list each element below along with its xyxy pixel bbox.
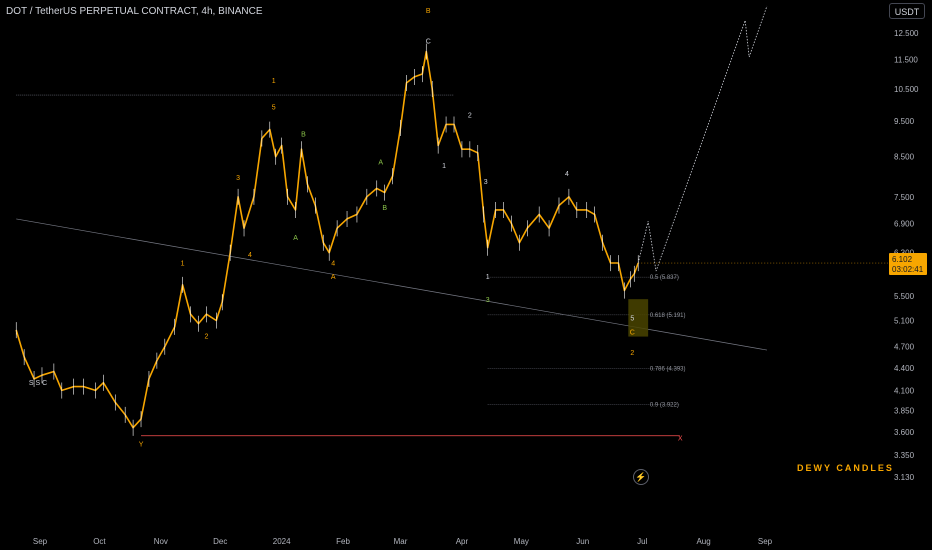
wave-label: 4 bbox=[565, 171, 569, 178]
wave-label: 1 bbox=[181, 261, 185, 268]
wave-label: 5 bbox=[272, 104, 276, 111]
y-tick-label: 3.130 bbox=[894, 473, 915, 482]
fib-levels: 0.5 (5.837) 0.618 (5.191) 0.786 (4.393) 0.9… bbox=[487, 275, 686, 409]
wave-label: C bbox=[630, 330, 635, 337]
fib-label: 0.5 (5.837) bbox=[650, 275, 679, 281]
wave-label: 1 bbox=[272, 78, 276, 85]
x-tick-label: Mar bbox=[394, 537, 408, 546]
x-tick-label: Oct bbox=[93, 537, 106, 546]
countdown-timer: 03:02:41 bbox=[892, 265, 924, 274]
wave-label: 3 bbox=[486, 297, 490, 304]
current-price-badge bbox=[889, 253, 927, 276]
trendline-group bbox=[16, 218, 768, 351]
y-tick-label: 8.500 bbox=[894, 153, 915, 162]
watermark-brand: DEWY CANDLES bbox=[797, 463, 894, 473]
fib-label: 0.9 (3.922) bbox=[650, 403, 679, 409]
x-tick-label: Jun bbox=[576, 537, 589, 546]
wave-label: 1 bbox=[486, 274, 490, 281]
x-tick-label: Dec bbox=[213, 537, 227, 546]
wave-label: B bbox=[382, 205, 387, 212]
y-tick-label: 3.850 bbox=[894, 407, 915, 416]
wave-label: C bbox=[426, 38, 431, 45]
x-tick-label: 2024 bbox=[273, 537, 291, 546]
fib-label: 0.786 (4.393) bbox=[650, 366, 686, 372]
chart-title: DOT / TetherUS PERPETUAL CONTRACT, 4h, B… bbox=[6, 6, 263, 17]
y-tick-label: 5.500 bbox=[894, 292, 915, 301]
lightning-icon[interactable]: ⚡ bbox=[633, 469, 649, 485]
wave-label: S S C bbox=[29, 380, 47, 387]
y-tick-label: 4.400 bbox=[894, 364, 915, 373]
wave-label: 1 bbox=[442, 163, 446, 170]
x-tick-label: Apr bbox=[456, 537, 469, 546]
current-price-value: 6.102 bbox=[892, 255, 913, 264]
wave-label: 3 bbox=[236, 175, 240, 182]
y-tick-label: 6.900 bbox=[894, 220, 915, 229]
trendline bbox=[16, 218, 768, 351]
projection-group bbox=[637, 5, 768, 272]
y-tick-label: 4.700 bbox=[894, 343, 915, 352]
y-tick-label: 4.100 bbox=[894, 386, 915, 395]
fib-label: 0.618 (5.191) bbox=[650, 313, 686, 319]
y-tick-label: 12.500 bbox=[894, 29, 919, 38]
target-box-group bbox=[628, 299, 649, 337]
wave-label: 3 bbox=[484, 179, 488, 186]
wave-label: Y bbox=[139, 442, 144, 449]
y-tick-label: 11.500 bbox=[894, 56, 918, 65]
wave-labels: Y 1 2 3 4 5 1 B A 4 A A B B C 1 2 3 1 3 4 5 C 2 S S C bbox=[29, 8, 635, 449]
wave-label: A bbox=[331, 274, 336, 281]
price-series-line bbox=[15, 50, 639, 429]
x-tick-label: Sep bbox=[758, 537, 773, 546]
wave-label: A bbox=[293, 235, 298, 242]
y-tick-label: 3.600 bbox=[894, 428, 915, 437]
x-tick-label: Feb bbox=[336, 537, 350, 546]
x-axis: Sep Oct Nov Dec 2024 Feb Mar Apr May Jun Jul Aug Sep bbox=[33, 537, 773, 546]
horizontal-levels: X bbox=[16, 94, 683, 443]
y-tick-label: 7.500 bbox=[894, 193, 915, 202]
wave-label: 4 bbox=[248, 252, 252, 259]
y-axis: 12.500 11.500 10.500 9.500 8.500 7.500 6.900 6.… bbox=[894, 29, 919, 482]
target-box bbox=[628, 299, 649, 337]
wave-label: 2 bbox=[468, 113, 472, 120]
wave-label: 5 bbox=[630, 315, 634, 322]
y-tick-label: 3.350 bbox=[894, 451, 915, 460]
x-tick-label: Aug bbox=[696, 537, 710, 546]
x-tick-label: Jul bbox=[637, 537, 647, 546]
x-tick-label: Nov bbox=[154, 537, 168, 546]
x-tick-label: May bbox=[514, 537, 529, 546]
level-label: X bbox=[678, 436, 683, 443]
wave-label: B bbox=[301, 132, 306, 139]
y-tick-label: 9.500 bbox=[894, 117, 915, 126]
projection-path bbox=[637, 5, 768, 272]
series-group bbox=[15, 43, 639, 436]
wave-label: B bbox=[426, 8, 431, 15]
y-tick-label: 10.500 bbox=[894, 85, 919, 94]
x-tick-label: Sep bbox=[33, 537, 48, 546]
wave-label: 2 bbox=[204, 334, 208, 341]
wave-label: A bbox=[378, 159, 383, 166]
wave-label: 4 bbox=[331, 261, 335, 268]
wave-label: 2 bbox=[630, 350, 634, 357]
currency-badge[interactable]: USDT bbox=[889, 3, 925, 19]
y-tick-label: 5.100 bbox=[894, 316, 915, 325]
